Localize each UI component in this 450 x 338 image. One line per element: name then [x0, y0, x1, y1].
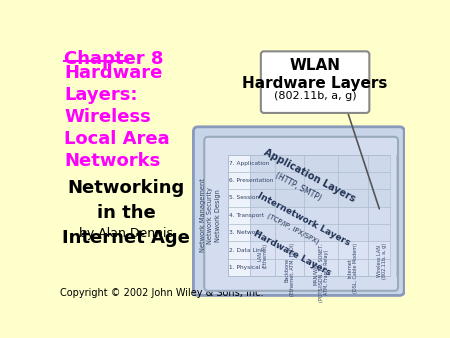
Text: Internetwork Layers: Internetwork Layers — [256, 191, 352, 248]
Text: by Alan Dennis: by Alan Dennis — [79, 227, 173, 240]
Bar — [250, 241, 390, 276]
Text: Copyright © 2002 John Wiley & Sons, Inc.: Copyright © 2002 John Wiley & Sons, Inc. — [60, 288, 264, 298]
Text: (TCP/IP, IPX/SPX): (TCP/IP, IPX/SPX) — [266, 213, 320, 245]
Text: (HTTP, SMTP): (HTTP, SMTP) — [273, 171, 322, 202]
Text: WLAN
Hardware Layers: WLAN Hardware Layers — [243, 58, 388, 91]
Text: (802.11b, a, g): (802.11b, a, g) — [274, 91, 356, 101]
Text: Networking
in the
Internet Age: Networking in the Internet Age — [62, 179, 190, 247]
Text: Wireless LAN
(802.11b, a, g): Wireless LAN (802.11b, a, g) — [377, 243, 387, 279]
Text: 1. Physical: 1. Physical — [229, 265, 261, 270]
Text: Network Design: Network Design — [215, 189, 221, 242]
Bar — [228, 154, 390, 276]
Text: Internet
(DSL, Cable Modem): Internet (DSL, Cable Modem) — [348, 243, 358, 293]
Text: Hardware
Layers:
Wireless
Local Area
Networks: Hardware Layers: Wireless Local Area Net… — [64, 64, 170, 170]
Text: 3. Network: 3. Network — [229, 230, 261, 235]
Text: Application Layers: Application Layers — [262, 147, 357, 204]
Text: 7. Application: 7. Application — [229, 161, 270, 166]
Text: LAN
(Ethernet): LAN (Ethernet) — [257, 243, 268, 268]
Text: Hardware Layers: Hardware Layers — [252, 230, 332, 278]
Bar — [250, 207, 390, 241]
Text: 4. Transport: 4. Transport — [229, 213, 264, 218]
Bar — [250, 154, 390, 207]
Text: MAN/WAN
(POTS/ISDN, T1, SONET,
ATM, Frame Relay): MAN/WAN (POTS/ISDN, T1, SONET, ATM, Fram… — [313, 243, 329, 302]
Text: Chapter 8: Chapter 8 — [64, 50, 163, 68]
Text: Backbone
(Ethernet, ATM, FDDI): Backbone (Ethernet, ATM, FDDI) — [284, 243, 295, 296]
Text: Network Management: Network Management — [200, 178, 206, 252]
FancyBboxPatch shape — [204, 137, 398, 291]
Text: 5. Session: 5. Session — [229, 195, 259, 200]
FancyBboxPatch shape — [194, 127, 404, 295]
Text: 6. Presentation: 6. Presentation — [229, 178, 274, 183]
FancyBboxPatch shape — [261, 51, 369, 113]
Text: Network Security: Network Security — [207, 187, 213, 244]
Text: 2. Data Link: 2. Data Link — [229, 248, 264, 252]
